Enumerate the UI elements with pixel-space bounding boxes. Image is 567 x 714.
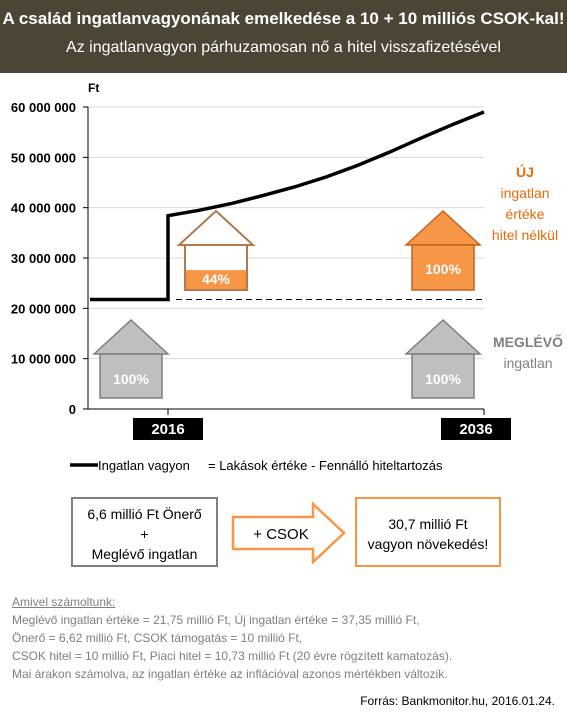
y-tick-label: 20 000 000 (11, 301, 76, 316)
flow-box-start-line-1: 6,6 millió Ft Önerő (87, 506, 202, 522)
flow-arrow: + CSOK (231, 502, 346, 564)
side-label-new-title: ÚJ (516, 164, 534, 180)
assumptions-line-4: Mai árakon számolva, az ingatlan értéke … (12, 667, 448, 681)
y-tick-label: 30 000 000 (11, 251, 76, 266)
flow-box-result-line-1: 30,7 millió Ft (388, 516, 468, 532)
house-new-right: 100% (404, 209, 482, 291)
x-tick-2016-bg (133, 418, 203, 440)
assumptions-notes: Amivel számoltunk: Meglévő ingatlan érté… (12, 593, 452, 683)
side-label-new-line-3: hitel nélkül (491, 227, 559, 243)
house-existing-right-label: 100% (425, 371, 461, 387)
side-label-existing: MEGLÉVŐ ingatlan (490, 332, 566, 374)
y-tick-label: 40 000 000 (11, 201, 76, 216)
side-label-new: ÚJ ingatlan értéke hitel nélkül (486, 162, 564, 246)
flow-arrow-label: + CSOK (253, 526, 308, 543)
x-tick-2036: 2036 (459, 421, 492, 438)
y-tick-label: 50 000 000 (11, 150, 76, 165)
side-label-existing-line: ingatlan (503, 355, 553, 371)
house-new-left: 44% (176, 209, 256, 291)
property-chart: 0 10 000 000 20 000 000 30 000 000 40 000 00… (11, 81, 511, 473)
house-new-right-label: 100% (425, 261, 461, 277)
y-tick-label: 10 000 000 (11, 352, 76, 367)
y-tick-label: 0 (69, 402, 76, 417)
page-subtitle: Az ingatlanvagyon párhuzamosan nő a hite… (66, 39, 501, 56)
legend-series-label: Ingatlan vagyon (98, 458, 190, 473)
y-tick-label: 60 000 000 (11, 100, 76, 115)
side-label-new-line-2: értéke (505, 206, 545, 222)
house-new-left-label: 44% (202, 271, 231, 287)
flow-box-result-line-2: vagyon növekedés! (367, 536, 489, 552)
house-new-left-fill (186, 270, 246, 289)
house-existing-right: 100% (404, 318, 482, 399)
side-label-existing-title: MEGLÉVŐ (492, 334, 563, 350)
page-title: A család ingatlanvagyonának emelkedése a… (2, 9, 565, 28)
flow-box-start: 6,6 millió Ft Önerő + Meglévő ingatlan (71, 497, 218, 567)
assumptions-line-2: Önerő = 6,62 millió Ft, CSOK támogatás =… (12, 631, 303, 645)
x-tick-2036-bg (441, 418, 511, 440)
x-tick-2016: 2016 (151, 421, 184, 438)
y-axis-unit-label: Ft (88, 81, 99, 95)
assumptions-line-1: Meglévő ingatlan értéke = 21,75 millió F… (12, 613, 420, 627)
flow-box-result: 30,7 millió Ft vagyon növekedés! (355, 497, 501, 567)
house-existing-left: 100% (92, 318, 170, 399)
legend-equation: = Lakások értéke - Fennálló hiteltartozá… (208, 458, 443, 473)
side-label-new-line-1: ingatlan (500, 185, 550, 201)
flow-box-start-line-2: + (140, 526, 149, 542)
header-banner: A család ingatlanvagyonának emelkedése a… (0, 0, 567, 73)
flow-box-start-line-3: Meglévő ingatlan (91, 546, 198, 562)
series-line-ingatlan-vagyon (90, 110, 485, 302)
source-credit: Forrás: Bankmonitor.hu, 2016.01.24. (360, 694, 555, 708)
assumptions-line-3: CSOK hitel = 10 millió Ft, Piaci hitel =… (12, 649, 453, 663)
house-existing-left-label: 100% (113, 371, 149, 387)
assumptions-heading: Amivel számoltunk: (12, 595, 116, 609)
